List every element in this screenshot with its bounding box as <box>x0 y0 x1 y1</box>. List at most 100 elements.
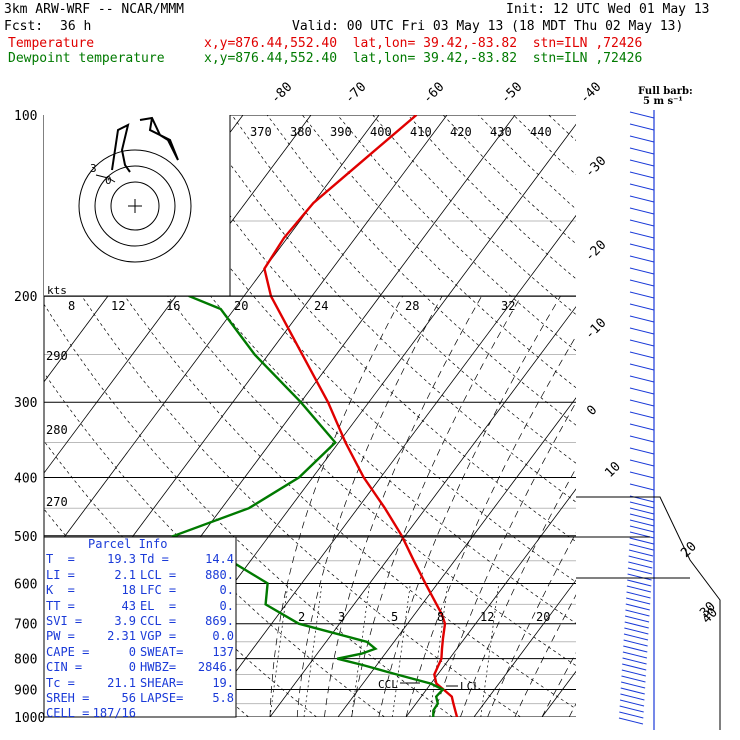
wind-barb <box>629 459 655 467</box>
parcel-info-box <box>43 536 237 718</box>
wind-barb <box>626 585 652 593</box>
wind-barb <box>629 339 655 347</box>
wind-barb <box>629 351 655 359</box>
wind-barb <box>627 579 652 587</box>
dry-adiabat-line <box>478 115 576 210</box>
hodograph-ring <box>94 165 176 247</box>
wind-barb <box>624 615 650 623</box>
parcel-v1: 187/16 <box>92 706 136 721</box>
valid-time: Valid: 00 UTC Fri 03 May 13 (18 MDT Thu … <box>292 19 684 34</box>
hodograph-speed-label: 32 <box>501 299 515 313</box>
wind-barb <box>629 171 655 179</box>
wind-barb <box>629 243 655 251</box>
wind-barb <box>629 519 655 527</box>
full-barb-unit: 5 m s⁻¹ <box>643 96 683 107</box>
isotherm-label: -40 <box>577 80 604 107</box>
parcel-v2: 0. <box>219 598 234 613</box>
parcel-v1: 0 <box>128 644 136 659</box>
theta-label: 380 <box>290 125 312 139</box>
hodograph-trace <box>95 174 116 183</box>
dry-adiabat-line <box>44 162 576 710</box>
dry-adiabat-line <box>302 115 576 389</box>
hodograph-ring <box>110 181 160 231</box>
parcel-v2: 137 <box>212 644 234 659</box>
parcel-k1: SVI = <box>46 614 83 629</box>
moist-adiabat-line <box>541 652 576 717</box>
wind-barb <box>629 423 655 431</box>
wind-barb <box>628 549 654 557</box>
mixing-ratio-label: 2 <box>298 610 305 624</box>
mixing-ratio-label: 20 <box>536 610 550 624</box>
parcel-k1: SREH = <box>46 691 90 706</box>
isotherm-line <box>337 397 576 717</box>
parcel-k2: VGP = <box>140 629 177 644</box>
moist-adiabat-line <box>296 296 443 717</box>
theta-label: 410 <box>410 125 432 139</box>
parcel-v2: 2846. <box>197 660 234 675</box>
pressure-tick-label: 400 <box>14 471 37 486</box>
theta-label: 430 <box>490 125 512 139</box>
mixing-ratio-line <box>480 583 500 717</box>
wind-barb <box>629 291 655 299</box>
isotherm-label: -50 <box>498 80 525 107</box>
left-side-label: 290 <box>46 349 68 363</box>
parcel-v1: 18 <box>121 583 136 598</box>
isotherm-label: -20 <box>582 238 609 265</box>
wind-barb <box>629 435 655 443</box>
isotherm-label: -70 <box>342 80 369 107</box>
wind-barb <box>622 657 647 665</box>
wind-barb <box>629 279 655 287</box>
parcel-v1: 3.9 <box>114 614 136 629</box>
parcel-k2: EL = <box>140 598 177 613</box>
wind-barb <box>629 543 654 551</box>
dry-adiabat-line <box>44 233 521 717</box>
wind-barb <box>629 363 655 371</box>
dry-adiabat-line <box>513 115 576 176</box>
dry-adiabat-line <box>196 115 576 503</box>
wind-barb <box>629 501 655 509</box>
wind-barb <box>620 687 645 695</box>
parcel-row: SREH = 56 LAPSE= 5.8 <box>46 691 236 706</box>
parcel-k1: CIN = <box>46 660 83 675</box>
parcel-k1: PW = <box>46 629 75 644</box>
wind-barb <box>628 561 653 569</box>
parcel-v2: 0.0 <box>212 629 234 644</box>
wind-barb <box>629 183 655 191</box>
dewpoint-location: x,y=876.44,552.40 lat,lon= 39.42,-83.82 … <box>204 51 643 66</box>
hodograph-speed-label: 8 <box>68 299 75 313</box>
isotherm-line <box>405 488 576 717</box>
isotherm-label: -60 <box>420 80 447 107</box>
theta-label: 400 <box>370 125 392 139</box>
isotherm-line <box>201 214 576 717</box>
wind-barb <box>629 537 654 545</box>
wind-barb <box>629 147 655 155</box>
parcel-row: LI = 2.1 LCL = 880. <box>46 568 236 583</box>
dry-adiabat-line <box>90 115 576 624</box>
mixing-ratio-label: 8 <box>437 610 444 624</box>
parcel-k1: K = <box>46 583 75 598</box>
parcel-k1: CAPE = <box>46 644 90 659</box>
parcel-row: K = 18 LFC = 0. <box>46 583 236 598</box>
parcel-v1: 43 <box>121 598 136 613</box>
wind-barb <box>629 327 655 335</box>
hodograph-trace <box>111 123 131 173</box>
wind-barb <box>629 471 655 479</box>
wind-barb <box>629 525 655 533</box>
isotherm-line <box>269 306 576 717</box>
pressure-tick-label: 200 <box>14 290 37 305</box>
temperature-legend: Temperature <box>8 36 95 51</box>
ccl-label: CCL <box>378 678 398 691</box>
parcel-k2: SWEAT= <box>140 644 184 659</box>
wind-barb <box>621 675 646 683</box>
parcel-row: CIN = 0 HWBZ= 2846. <box>46 660 236 675</box>
wind-barb <box>619 711 644 719</box>
wind-barb <box>629 411 655 419</box>
left-side-label: 280 <box>46 423 68 437</box>
dry-adiabat-line <box>372 115 576 315</box>
parcel-k2: Td = <box>140 552 169 567</box>
hodograph-height-label: 0 <box>105 174 112 187</box>
wind-barb <box>629 399 655 407</box>
wind-barb <box>629 207 655 215</box>
theta-label: 440 <box>530 125 552 139</box>
moist-adiabat-line <box>269 296 403 717</box>
